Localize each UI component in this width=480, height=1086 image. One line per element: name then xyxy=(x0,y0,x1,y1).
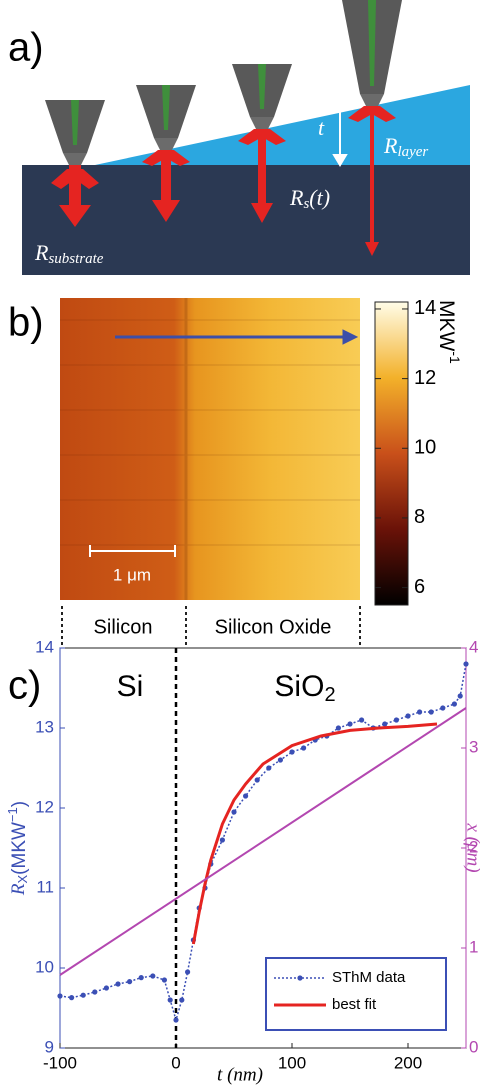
data-point xyxy=(347,721,353,727)
colorbar-unit: MKW-1 xyxy=(435,300,463,364)
data-point xyxy=(382,721,388,727)
colorbar-tick-label: 10 xyxy=(414,437,436,459)
colorbar-tick-label: 12 xyxy=(414,367,436,389)
x-tick-label: 0 xyxy=(171,1053,180,1072)
y2-tick-label: 4 xyxy=(469,637,478,656)
data-point xyxy=(457,693,463,699)
probe xyxy=(45,100,105,227)
y-tick-label: 10 xyxy=(35,957,54,976)
x-tick-label: 100 xyxy=(278,1053,306,1072)
y2-tick-label: 3 xyxy=(469,737,478,756)
data-point xyxy=(301,745,307,751)
label-r-substrate: Rsubstrate xyxy=(34,240,104,267)
thickness-arrow xyxy=(332,90,348,167)
data-point xyxy=(440,705,446,711)
legend-label: best fit xyxy=(332,996,377,1013)
data-point xyxy=(451,701,457,707)
panel-label: b) xyxy=(8,301,44,345)
data-point xyxy=(243,793,249,799)
data-point xyxy=(359,717,365,723)
data-point xyxy=(57,993,63,999)
data-point xyxy=(150,973,156,979)
data-point xyxy=(428,709,434,715)
data-point xyxy=(463,661,469,667)
series-line xyxy=(191,722,438,945)
scale-bar xyxy=(89,545,176,557)
panel-label: c) xyxy=(8,664,41,708)
y-tick-label: 13 xyxy=(35,717,54,736)
data-point xyxy=(219,837,225,843)
label-r-layer: Rlayer xyxy=(383,133,428,160)
data-point xyxy=(115,981,121,987)
colorbar-tick-label: 8 xyxy=(414,506,425,528)
colorbar-tick-label: 6 xyxy=(414,576,425,598)
series-line xyxy=(59,707,467,976)
data-point xyxy=(103,985,109,991)
y-axis-label: RX(MKW−1) xyxy=(5,801,30,896)
data-point xyxy=(80,992,86,998)
y2-tick-label: 1 xyxy=(469,937,478,956)
probe xyxy=(232,64,292,223)
y2-tick-label: 2 xyxy=(469,837,478,856)
legend-box xyxy=(265,957,447,1031)
data-point xyxy=(69,995,75,1001)
data-point xyxy=(138,975,144,981)
scan-arrow xyxy=(115,329,359,345)
data-point xyxy=(405,713,411,719)
data-point xyxy=(417,709,423,715)
heatmap xyxy=(60,298,360,600)
y2-axis-label: x (μm) xyxy=(463,822,480,872)
data-point xyxy=(173,1017,179,1023)
colorbar xyxy=(374,301,409,606)
series-line xyxy=(59,663,467,1023)
data-point xyxy=(167,997,173,1003)
x-tick-label: -100 xyxy=(43,1053,77,1072)
x-axis-label: t (nm) xyxy=(217,1064,263,1085)
data-point xyxy=(127,979,133,985)
data-point xyxy=(254,777,260,783)
y-tick-label: 14 xyxy=(35,637,54,656)
region-dividers xyxy=(61,606,361,646)
legend-label: SThM data xyxy=(332,969,406,986)
heatmap-texture xyxy=(60,298,360,600)
region-label: SiO2 xyxy=(274,670,335,706)
data-point xyxy=(231,809,237,815)
y2-tick-label: 0 xyxy=(469,1037,478,1056)
probes xyxy=(45,0,402,256)
label-t: t xyxy=(318,115,325,140)
data-point xyxy=(179,997,185,1003)
data-point xyxy=(335,725,341,731)
data-point xyxy=(161,977,167,983)
y-tick-label: 12 xyxy=(35,797,54,816)
data-point xyxy=(266,765,272,771)
data-point xyxy=(393,717,399,723)
probe xyxy=(342,0,402,256)
data-point xyxy=(185,969,191,975)
region-label: Silicon Oxide xyxy=(215,616,332,638)
data-point xyxy=(277,757,283,763)
x-tick-label: 200 xyxy=(394,1053,422,1072)
colorbar-tick-label: 14 xyxy=(414,297,436,319)
probe xyxy=(136,85,196,222)
legend-swatch xyxy=(297,975,303,981)
scale-bar-label: 1 μm xyxy=(113,565,151,584)
data-point xyxy=(289,749,295,755)
y-tick-label: 11 xyxy=(36,877,54,896)
panel-label: a) xyxy=(8,26,44,70)
y-tick-label: 9 xyxy=(45,1037,54,1056)
data-point xyxy=(92,989,98,995)
region-label: Silicon xyxy=(94,616,153,638)
region-label: Si xyxy=(117,670,144,703)
label-r-s: Rs(t) xyxy=(289,185,330,212)
